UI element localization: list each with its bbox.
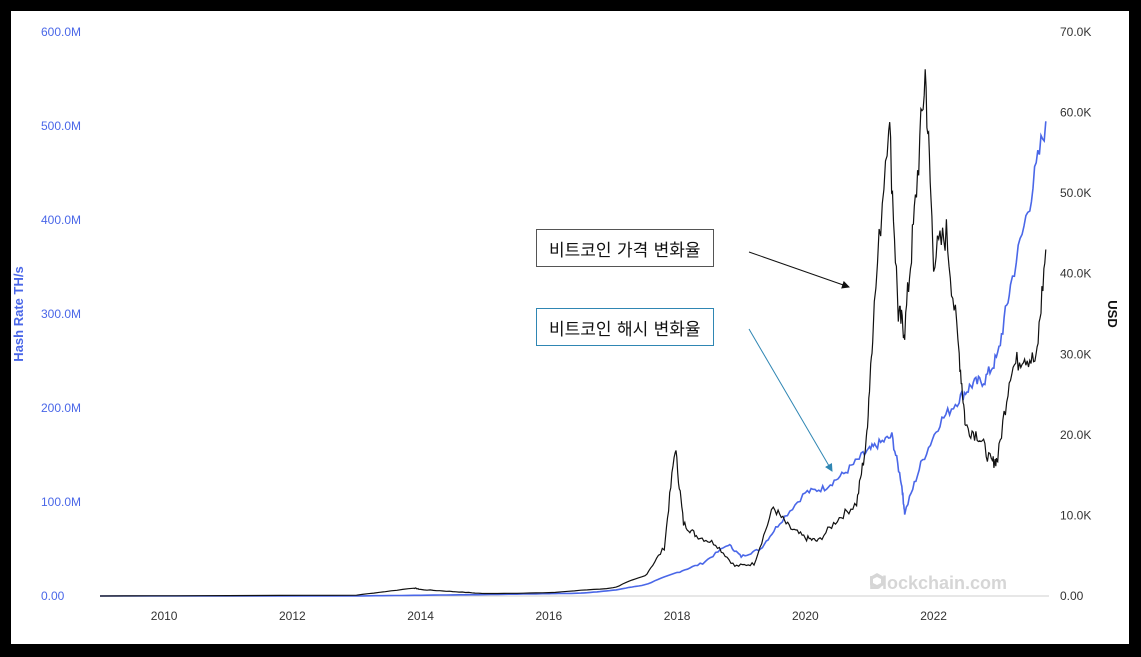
x-tick-label: 2010 [151,609,178,623]
left-tick-label: 200.0M [41,401,81,415]
price-annotation-arrow [748,251,850,289]
left-tick-label: 600.0M [41,25,81,39]
hash-annotation-arrow [748,328,833,472]
blockchain-logo-icon [870,573,884,589]
right-tick-label: 70.0K [1060,25,1091,39]
right-tick-label: 20.0K [1060,428,1091,442]
x-tick-label: 2016 [535,609,562,623]
right-tick-label: 0.00 [1060,589,1084,603]
left-axis-title: Hash Rate TH/s [11,266,26,361]
left-axis-ticks: 0.00 100.0M 200.0M 300.0M 400.0M 500.0M 600.0M [41,25,81,603]
x-tick-label: 2022 [920,609,947,623]
left-tick-label: 0.00 [41,589,65,603]
hash-rate-series-line [100,121,1047,597]
chart-frame: 0.00 100.0M 200.0M 300.0M 400.0M 500.0M 600.0M… [11,11,1129,644]
left-tick-label: 400.0M [41,213,81,227]
x-tick-label: 2012 [279,609,306,623]
watermark-text: Blockchain.com [869,573,1008,593]
price-annotation-box: 비트코인 가격 변화율 [536,229,714,267]
right-tick-label: 40.0K [1060,267,1091,281]
hash-annotation-box: 비트코인 해시 변화율 [536,308,714,346]
chart-svg: 0.00 100.0M 200.0M 300.0M 400.0M 500.0M 600.0M… [11,25,1120,623]
x-axis-ticks: 2010 2012 2014 2016 2018 2020 2022 [151,609,947,623]
x-tick-label: 2018 [664,609,691,623]
x-tick-label: 2020 [792,609,819,623]
right-tick-label: 30.0K [1060,347,1091,361]
left-tick-label: 500.0M [41,119,81,133]
right-tick-label: 60.0K [1060,106,1091,120]
right-axis-ticks: 0.00 10.0K 20.0K 30.0K 40.0K 50.0K 60.0K 70.0K [1060,25,1091,603]
watermark: Blockchain.com [869,573,1007,594]
right-tick-label: 50.0K [1060,186,1091,200]
price-series-line [99,69,1047,597]
right-tick-label: 10.0K [1060,508,1091,522]
left-tick-label: 100.0M [41,495,81,509]
left-tick-label: 300.0M [41,307,81,321]
x-tick-label: 2014 [407,609,434,623]
right-axis-title: USD [1105,300,1120,327]
